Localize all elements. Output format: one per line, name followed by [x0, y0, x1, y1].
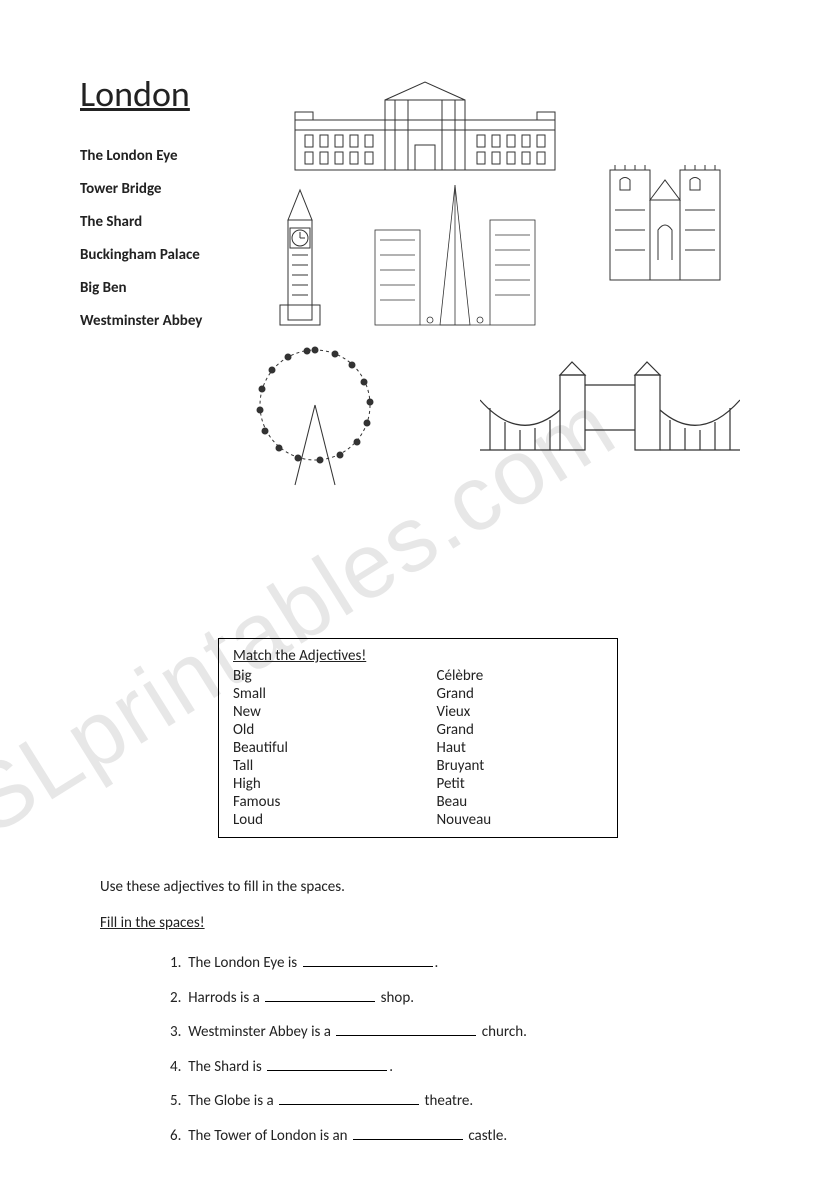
abbey-image: [590, 130, 740, 290]
question-post: theatre.: [421, 1092, 473, 1110]
match-left: Famous: [233, 793, 437, 811]
question-number: 6.: [170, 1127, 181, 1145]
match-left: Loud: [233, 811, 437, 829]
question-item: 4. The Shard is .: [170, 1050, 746, 1085]
blank-line[interactable]: [303, 952, 433, 967]
instruction-text: Use these adjectives to fill in the spac…: [100, 878, 746, 896]
question-pre: The Shard is: [188, 1058, 265, 1076]
blank-line[interactable]: [353, 1125, 463, 1140]
match-left: Small: [233, 685, 437, 703]
question-item: 5. The Globe is a theatre.: [170, 1084, 746, 1119]
question-item: 3. Westminster Abbey is a church.: [170, 1015, 746, 1050]
match-left: New: [233, 703, 437, 721]
match-right: Haut: [437, 739, 604, 757]
match-title: Match the Adjectives!: [233, 647, 603, 665]
match-left: Old: [233, 721, 437, 739]
blank-line[interactable]: [267, 1056, 387, 1071]
match-right: Nouveau: [437, 811, 604, 829]
question-number: 5.: [170, 1092, 181, 1110]
match-right: Bruyant: [437, 757, 604, 775]
match-left: Beautiful: [233, 739, 437, 757]
match-right: Grand: [437, 721, 604, 739]
question-pre: The London Eye is: [188, 954, 300, 972]
question-post: shop.: [377, 989, 414, 1007]
worksheet-page: London The London Eye Tower Bridge The S…: [0, 0, 826, 1193]
blank-line[interactable]: [336, 1021, 476, 1036]
question-item: 2. Harrods is a shop.: [170, 981, 746, 1016]
landmark-images: [260, 70, 766, 460]
palace-image: [290, 70, 560, 180]
bigben-image: [260, 180, 340, 330]
match-right: Célèbre: [437, 667, 604, 685]
question-pre: Harrods is a: [188, 989, 263, 1007]
match-left: Big: [233, 667, 437, 685]
match-left: High: [233, 775, 437, 793]
match-right: Petit: [437, 775, 604, 793]
question-item: 1. The London Eye is .: [170, 946, 746, 981]
match-right: Vieux: [437, 703, 604, 721]
question-post: church.: [478, 1023, 527, 1041]
towerbridge-image: [480, 350, 740, 470]
question-pre: Westminster Abbey is a: [188, 1023, 334, 1041]
match-adjectives-box: Match the Adjectives! BigCélèbre SmallGr…: [218, 638, 618, 838]
question-pre: The Globe is a: [188, 1092, 277, 1110]
match-right: Grand: [437, 685, 604, 703]
fill-spaces-title: Fill in the spaces!: [100, 914, 746, 932]
question-post: castle.: [465, 1127, 507, 1145]
match-left: Tall: [233, 757, 437, 775]
blank-line[interactable]: [265, 987, 375, 1002]
shard-image: [370, 180, 540, 330]
question-post: .: [435, 954, 439, 972]
londoneye-image: [230, 340, 400, 490]
question-number: 4.: [170, 1058, 181, 1076]
fill-questions: 1. The London Eye is . 2. Harrods is a s…: [170, 946, 746, 1153]
question-number: 1.: [170, 954, 181, 972]
blank-line[interactable]: [279, 1090, 419, 1105]
question-pre: The Tower of London is an: [188, 1127, 351, 1145]
question-item: 6. The Tower of London is an castle.: [170, 1119, 746, 1154]
match-right: Beau: [437, 793, 604, 811]
question-number: 2.: [170, 989, 181, 1007]
question-number: 3.: [170, 1023, 181, 1041]
question-post: .: [389, 1058, 393, 1076]
